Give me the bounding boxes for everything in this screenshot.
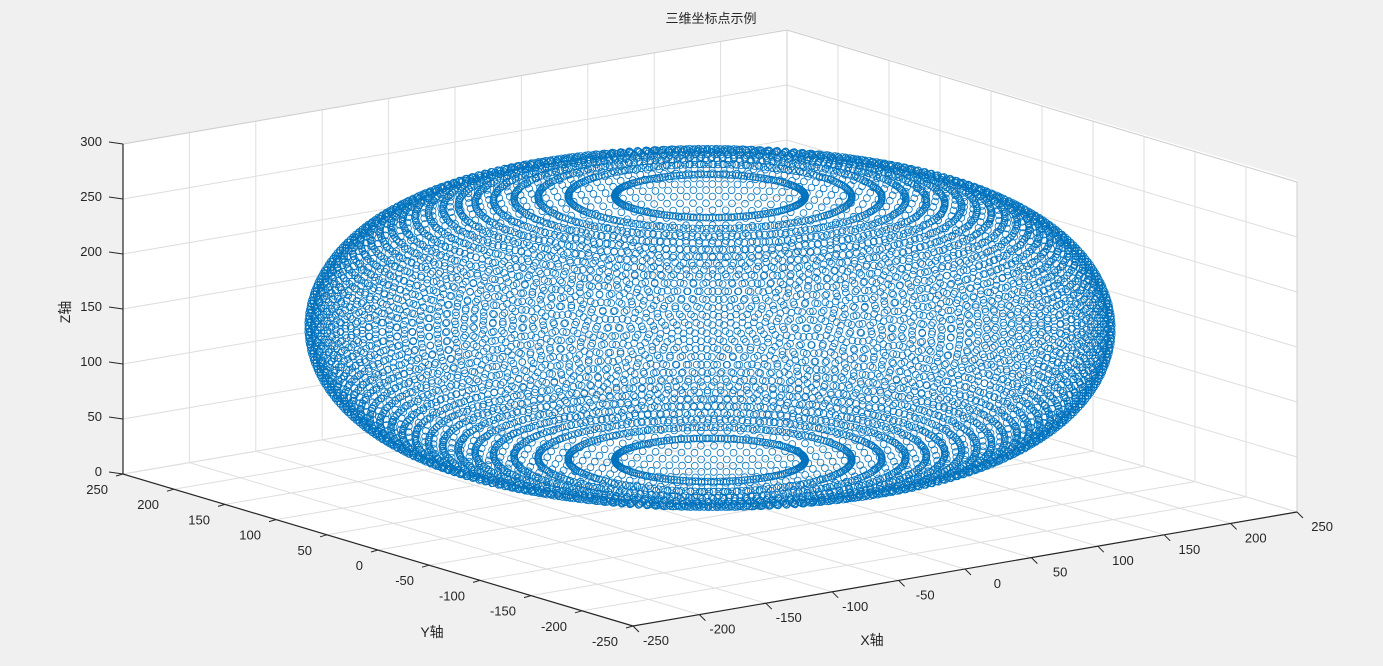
scatter-point	[570, 156, 578, 165]
scatter-points	[304, 144, 1116, 512]
scatter-point	[645, 147, 653, 156]
scatter-point	[684, 154, 693, 163]
scatter-point	[543, 158, 552, 166]
scatter-point	[758, 157, 767, 166]
scatter-point	[712, 146, 721, 155]
scatter-point	[774, 153, 782, 162]
scatter-point	[701, 154, 710, 163]
scatter-point	[836, 157, 844, 165]
scatter-point	[615, 160, 624, 168]
scatter-point	[627, 150, 636, 158]
scatter-point	[778, 158, 787, 167]
wall-grid-z	[122, 84, 788, 200]
scatter-point	[793, 160, 802, 169]
scatter-point	[725, 156, 733, 165]
scatter-point	[634, 153, 643, 162]
scatter-point	[742, 151, 751, 160]
scatter-point	[712, 154, 721, 163]
scatter-point	[622, 154, 631, 163]
scatter-point	[713, 156, 722, 165]
scatter-point	[695, 154, 704, 163]
scatter-point	[702, 156, 711, 165]
box-edge	[786, 29, 1298, 183]
scatter-point	[660, 151, 669, 159]
wall-grid-z	[122, 359, 788, 475]
scatter-point	[594, 158, 603, 166]
floor-grid-y	[581, 496, 1247, 612]
scatter-point	[767, 153, 776, 161]
scatter-point	[746, 155, 755, 164]
wall-grid-z	[122, 249, 788, 365]
box-edge	[122, 29, 788, 145]
scatter-point	[691, 156, 700, 165]
wall-grid-z	[786, 84, 1298, 238]
scatter-point	[797, 156, 806, 164]
scatter-point	[610, 152, 619, 161]
scatter-point	[617, 150, 626, 159]
scatter-point	[629, 152, 638, 160]
scatter-point	[736, 156, 745, 165]
scatter-point	[570, 159, 579, 168]
scatter-point	[697, 153, 705, 161]
wall-grid-z	[786, 194, 1298, 348]
scatter-point	[667, 155, 676, 164]
scatter-point	[657, 157, 666, 165]
scatter-point	[724, 155, 732, 163]
scatter-point	[584, 160, 592, 168]
floor-grid-y	[224, 389, 890, 505]
floor-grid-y	[530, 481, 1196, 597]
scatter-point	[690, 154, 698, 163]
floor-grid-y	[326, 420, 992, 536]
floor-grid-y	[479, 465, 1145, 581]
scatter-point	[646, 152, 655, 161]
